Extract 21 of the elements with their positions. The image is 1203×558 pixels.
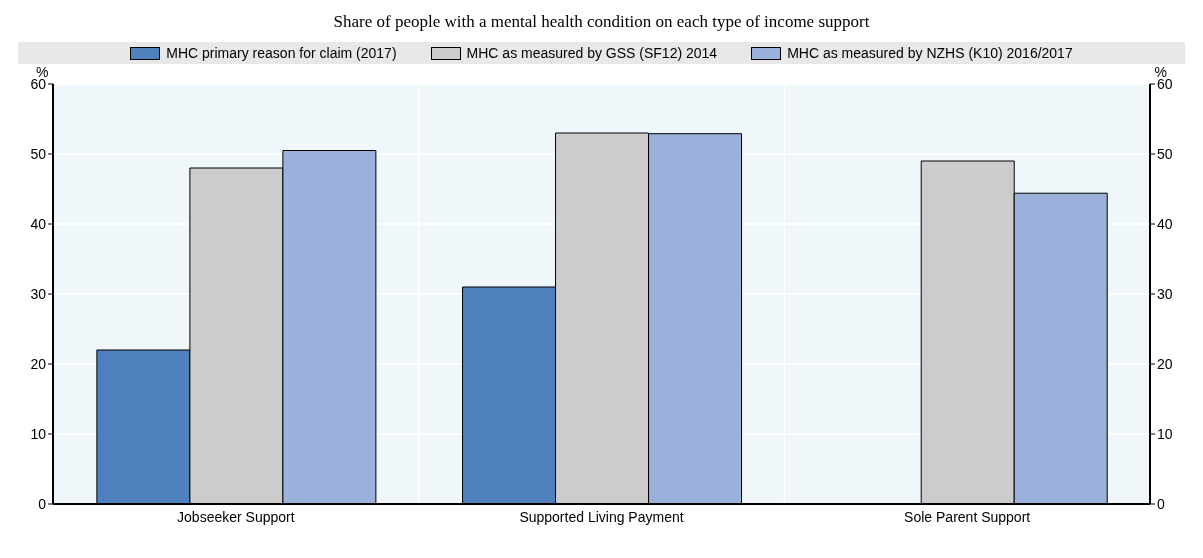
legend-label: MHC primary reason for claim (2017): [166, 45, 397, 61]
y2-tick-label: 30: [1157, 285, 1173, 302]
y-tick-label: 40: [30, 215, 47, 232]
y-tick-label: 30: [30, 285, 47, 302]
y-tick-label: 50: [30, 145, 47, 162]
legend-label: MHC as measured by NZHS (K10) 2016/2017: [787, 45, 1073, 61]
y-axis-title: %: [36, 64, 49, 80]
y-tick-label: 0: [38, 495, 47, 512]
y-tick-label: 10: [30, 425, 47, 442]
y2-axis-title: %: [1154, 64, 1167, 80]
x-tick-label: Jobseeker Support: [177, 508, 295, 525]
chart-title: Share of people with a mental health condition on each type of income support: [332, 12, 871, 32]
y-tick-label: 20: [30, 355, 47, 372]
y2-tick-label: 0: [1157, 495, 1165, 512]
y2-tick-label: 50: [1157, 145, 1173, 162]
y2-tick-label: 40: [1157, 215, 1173, 232]
x-tick-label: Sole Parent Support: [904, 508, 1031, 525]
y2-tick-label: 20: [1157, 355, 1173, 372]
y2-tick-label: 10: [1157, 425, 1173, 442]
x-tick-label: Supported Living Payment: [519, 508, 684, 525]
legend-label: MHC as measured by GSS (SF12) 2014: [466, 45, 718, 61]
